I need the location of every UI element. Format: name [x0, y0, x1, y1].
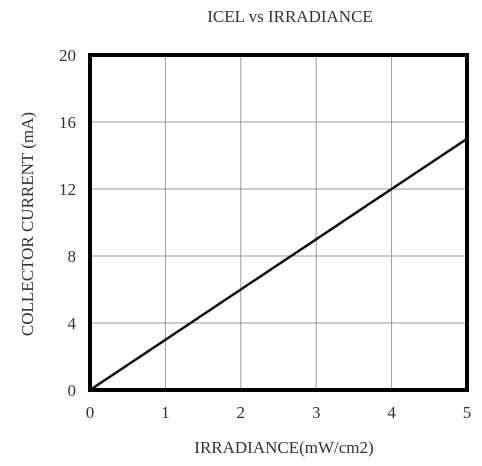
y-tick-label: 16 [59, 113, 76, 132]
y-tick-labels: 0 4 8 12 16 20 [59, 46, 77, 400]
series-line [88, 137, 469, 392]
x-tick-label: 0 [86, 403, 95, 422]
x-tick-label: 5 [463, 403, 472, 422]
y-axis-label: COLLECTOR CURRENT (mA) [18, 112, 37, 336]
plot-frame [88, 53, 469, 392]
x-tick-labels: 0 1 2 3 4 5 [86, 403, 472, 422]
y-tick-label: 8 [68, 247, 77, 266]
x-axis-label: IRRADIANCE(mW/cm2) [194, 438, 373, 457]
grid [90, 55, 467, 390]
x-tick-label: 3 [312, 403, 321, 422]
x-tick-label: 2 [237, 403, 246, 422]
y-tick-label: 4 [68, 314, 77, 333]
series-layer [88, 137, 469, 392]
x-tick-label: 4 [387, 403, 396, 422]
y-tick-label: 20 [59, 46, 76, 65]
x-tick-label: 1 [161, 403, 170, 422]
y-tick-label: 12 [59, 180, 76, 199]
chart-title: ICEL vs IRRADIANCE [207, 7, 373, 26]
y-tick-label: 0 [68, 381, 77, 400]
